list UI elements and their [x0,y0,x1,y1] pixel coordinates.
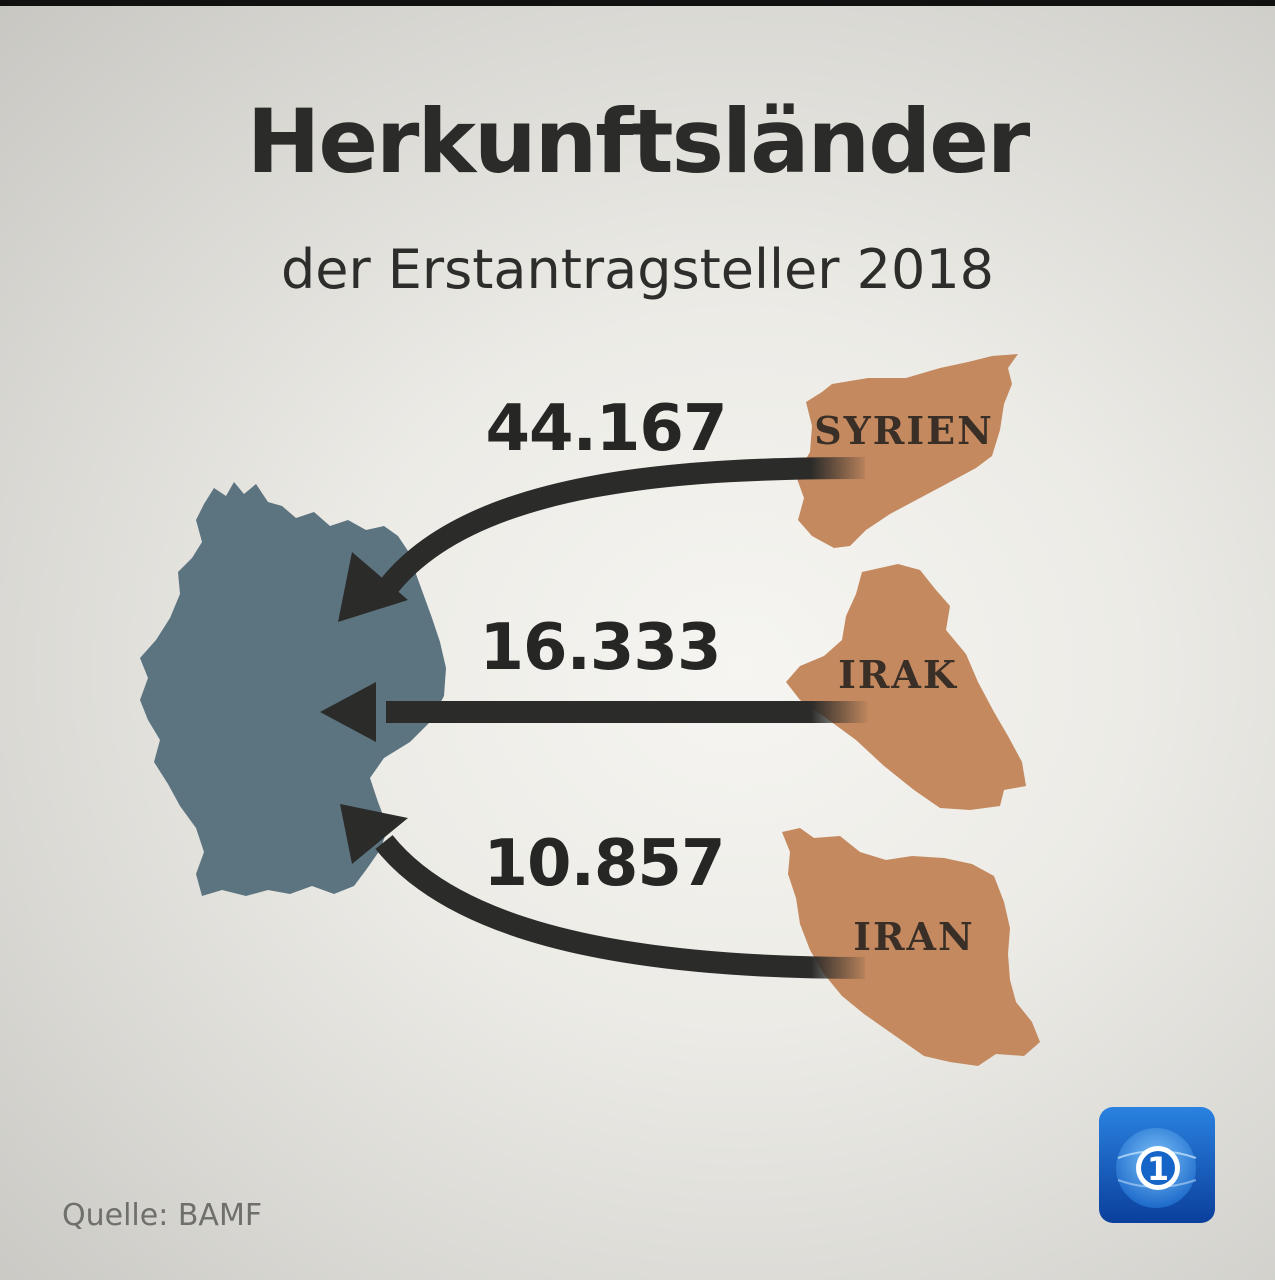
page-title: Herkunftsländer [246,90,1031,193]
arrow-iraq-head [320,682,376,742]
label-iraq: IRAK [838,652,958,697]
source-note: Quelle: BAMF [62,1198,263,1233]
label-syria: SYRIEN [814,408,994,453]
germany-shape [140,482,446,896]
arrow-iran-head [340,804,408,864]
arrow-syria-shaft [377,457,866,597]
migration-map: 44.167 16.333 10.857 SYRIEN IRAK IRAN [140,354,1040,1066]
page-subtitle: der Erstantragsteller 2018 [280,238,995,301]
syria-shape [796,354,1018,548]
tagesschau-1-logo-icon: 1 [1099,1107,1215,1223]
label-iran: IRAN [853,914,975,959]
value-iran: 10.857 [484,827,725,901]
iraq-shape [786,564,1026,810]
value-iraq: 16.333 [480,611,721,685]
value-syria: 44.167 [486,392,727,466]
iran-shape [782,828,1040,1066]
arrow-syria-head [338,552,408,622]
infographic: Herkunftsländer der Erstantragsteller 20… [0,6,1275,1280]
arrow-iran-shaft [375,835,866,979]
logo-mark: 1 [1147,1150,1169,1188]
